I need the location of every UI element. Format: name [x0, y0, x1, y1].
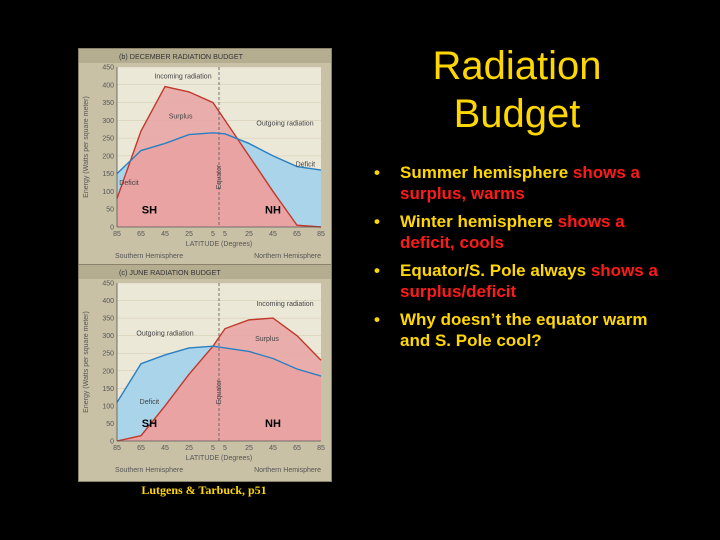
y-tick-label: 400 [102, 82, 114, 89]
bullet-text: shows a surplus, warms [400, 163, 640, 203]
x-tick-label: 85 [317, 231, 325, 238]
x-tick-label: 25 [185, 445, 193, 452]
x-tick-label: 85 [113, 445, 121, 452]
bullet-text: Summer hemisphere [400, 163, 573, 182]
sh-label: SH [142, 204, 157, 216]
incoming-radiation-line [116, 85, 322, 228]
bullet-dot-icon: • [374, 212, 380, 231]
x-tick-label: 45 [161, 445, 169, 452]
y-tick-label: 100 [102, 403, 114, 410]
bullet-list: • Summer hemisphere shows a surplus, warm… [372, 162, 672, 358]
bullet-dot-icon: • [374, 261, 380, 280]
x-tick-label: 65 [293, 445, 301, 452]
x-tick-label: 5 [223, 445, 227, 452]
bullet-text: shows a deficit, cools [400, 212, 625, 252]
bullet-dot-icon: • [374, 310, 380, 329]
y-tick-label: 0 [110, 439, 114, 446]
x-tick-label: 85 [317, 445, 325, 452]
x-axis-label: LATITUDE (Degrees) [186, 241, 252, 248]
x-tick-label: 65 [137, 445, 145, 452]
incoming-under-area [117, 132, 321, 227]
y-tick-label: 450 [102, 65, 114, 72]
slide-title: Radiation Budget [372, 42, 662, 138]
incoming-radiation-label: Incoming radiation [154, 73, 211, 80]
region-annotation: Deficit [140, 399, 160, 406]
equator-label: Equator [216, 379, 223, 404]
surplus-area [117, 318, 321, 441]
x-tick-label: 65 [137, 231, 145, 238]
y-tick-label: 200 [102, 153, 114, 160]
outgoing-radiation-label: Outgoing radiation [256, 121, 313, 128]
x-tick-label: 25 [245, 231, 253, 238]
bullet-text: Why doesn’t the equator warm and S. Pole… [400, 310, 648, 350]
incoming-radiation-label: Incoming radiation [256, 301, 313, 308]
bullet-item: • Equator/S. Pole always shows a surplus/… [372, 260, 672, 302]
region-annotation: Surplus [255, 336, 279, 343]
x-tick-label: 25 [185, 231, 193, 238]
title-line-1: Radiation [432, 44, 602, 88]
northern-hemisphere-label: Northern Hemisphere [254, 467, 321, 474]
december-radiation-chart: (b) DECEMBER RADIATION BUDGET 0 50 100 150 20… [79, 49, 331, 260]
y-tick-label: 0 [110, 225, 114, 232]
y-axis-label: Energy (Watts per square meter) [83, 96, 90, 198]
x-tick-label: 85 [113, 231, 121, 238]
nh-label: NH [265, 204, 281, 216]
x-tick-label: 45 [161, 231, 169, 238]
chart-header-bar [79, 49, 331, 63]
figure-caption: Lutgens & Tarbuck, p51 [141, 483, 267, 497]
outgoing-radiation-line [116, 132, 322, 175]
december-radiation-figure: (b) DECEMBER RADIATION BUDGET 0 50 100 150 20… [78, 48, 332, 268]
y-tick-label: 100 [102, 189, 114, 196]
sh-label: SH [142, 418, 157, 430]
x-tick-label: 25 [245, 445, 253, 452]
y-tick-label: 300 [102, 118, 114, 125]
bullet-text: Winter hemisphere [400, 212, 558, 231]
y-tick-label: 50 [106, 207, 114, 214]
y-axis-label: Energy (Watts per square meter) [83, 311, 90, 413]
bullet-text: shows a surplus/deficit [400, 261, 658, 301]
northern-hemisphere-label: Northern Hemisphere [254, 253, 321, 260]
region-annotation: Surplus [169, 114, 193, 121]
chart-title: (b) DECEMBER RADIATION BUDGET [119, 52, 244, 61]
southern-hemisphere-label: Southern Hemisphere [115, 253, 183, 260]
x-tick-label: 45 [269, 445, 277, 452]
equator-label: Equator [216, 164, 223, 189]
incoming-radiation-line [116, 317, 322, 442]
surplus-area [117, 86, 321, 227]
y-tick-label: 300 [102, 333, 114, 340]
x-tick-label: 65 [293, 231, 301, 238]
y-tick-label: 150 [102, 171, 114, 178]
chart-title: (c) JUNE RADIATION BUDGET [119, 268, 221, 277]
x-tick-label: 5 [211, 231, 215, 238]
bullet-item: • Summer hemisphere shows a surplus, warm… [372, 162, 672, 204]
y-tick-label: 50 [106, 421, 114, 428]
outgoing-radiation-label: Outgoing radiation [136, 331, 193, 338]
y-tick-label: 150 [102, 386, 114, 393]
y-tick-label: 250 [102, 351, 114, 358]
bullet-text: Equator/S. Pole always [400, 261, 591, 280]
x-tick-label: 5 [211, 445, 215, 452]
y-tick-label: 400 [102, 298, 114, 305]
title-line-2: Budget [453, 92, 581, 136]
chart-header-bar [79, 265, 331, 279]
x-tick-label: 45 [269, 231, 277, 238]
x-axis-label: LATITUDE (Degrees) [186, 455, 252, 462]
bullet-dot-icon: • [374, 163, 380, 182]
june-radiation-figure: (c) JUNE RADIATION BUDGET 0 50 100 150 200 250… [78, 264, 332, 482]
nh-label: NH [265, 418, 281, 430]
outgoing-radiation-line [116, 345, 322, 403]
y-tick-label: 350 [102, 100, 114, 107]
southern-hemisphere-label: Southern Hemisphere [115, 467, 183, 474]
region-annotation: Deficit [119, 180, 139, 187]
y-tick-label: 250 [102, 136, 114, 143]
y-tick-label: 350 [102, 316, 114, 323]
y-tick-label: 200 [102, 368, 114, 375]
region-annotation: Deficit [296, 162, 316, 169]
y-tick-label: 450 [102, 281, 114, 288]
june-radiation-chart: (c) JUNE RADIATION BUDGET 0 50 100 150 200 250… [79, 265, 331, 474]
x-tick-label: 5 [223, 231, 227, 238]
bullet-item: • Winter hemisphere shows a deficit, cool… [372, 211, 672, 253]
bullet-item: • Why doesn’t the equator warm and S. Pol… [372, 309, 672, 351]
